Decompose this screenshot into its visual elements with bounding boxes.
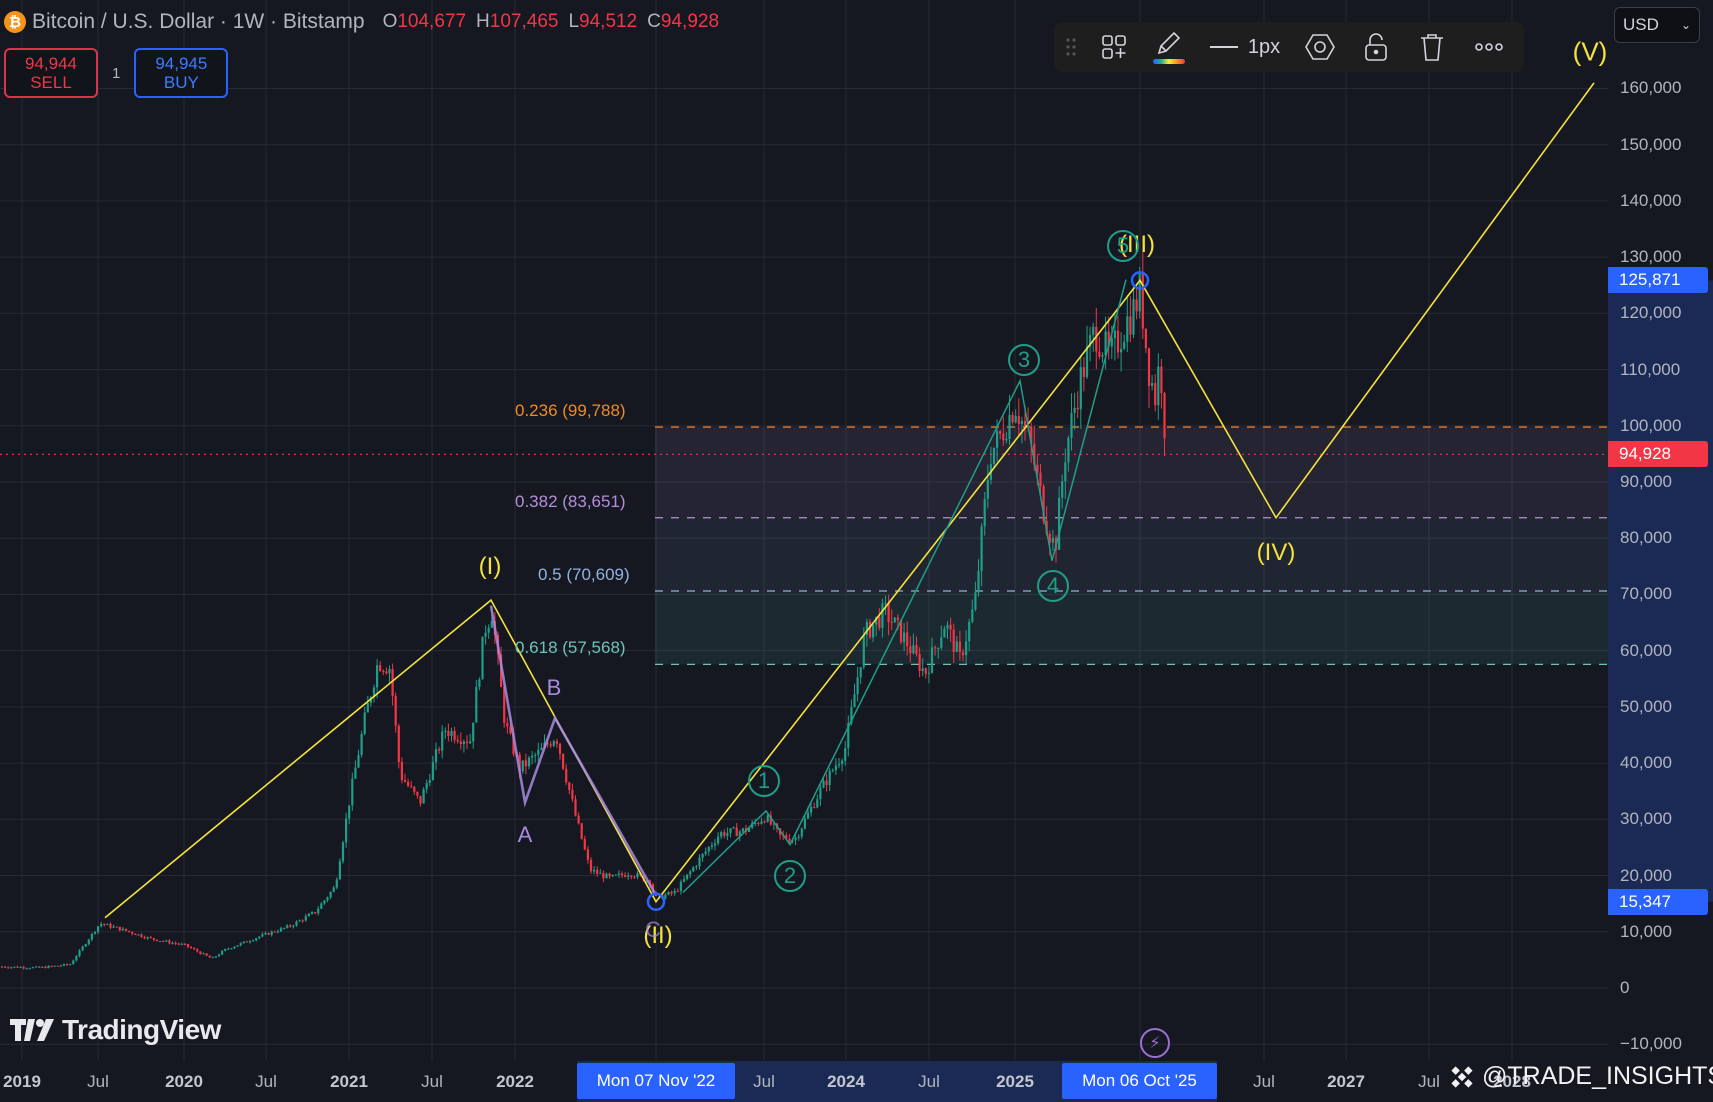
price-axis-label: 70,000 — [1620, 584, 1672, 604]
settings-hexagon-icon[interactable] — [1292, 22, 1348, 72]
wave-label-v: (V) — [1572, 36, 1608, 67]
trade-panel: 94,944 SELL 1 94,945 BUY — [4, 48, 229, 98]
buy-label: BUY — [163, 73, 199, 92]
pencil-icon — [1157, 31, 1181, 54]
time-axis-label: 2022 — [496, 1072, 534, 1091]
time-tag: Mon 06 Oct '25 — [1062, 1063, 1217, 1099]
low-value: 94,512 — [579, 11, 638, 32]
line-style-icon — [1209, 46, 1238, 48]
more-icon[interactable] — [1460, 22, 1518, 72]
open-key: O — [382, 11, 398, 32]
high-value: 107,465 — [489, 11, 559, 32]
time-axis-label: Jul — [1418, 1072, 1440, 1091]
price-axis-label: 130,000 — [1620, 247, 1682, 267]
price-axis-label: 30,000 — [1620, 809, 1672, 829]
fib-label-0-5: 0.5 (70,609) — [538, 565, 630, 584]
tradingview-logo-icon — [10, 1019, 54, 1041]
drag-handle-icon[interactable] — [1054, 22, 1088, 72]
price-axis-label: 50,000 — [1620, 696, 1672, 716]
price-axis-label: −10,000 — [1620, 1034, 1682, 1054]
sell-price: 94,944 — [25, 54, 77, 73]
price-axis-label: 90,000 — [1620, 472, 1672, 492]
unlock-icon[interactable] — [1348, 22, 1404, 72]
trade-quantity[interactable]: 1 — [112, 64, 121, 82]
time-axis-label: 2028 — [1493, 1072, 1531, 1091]
wave-label-a: A — [517, 822, 533, 847]
price-axis-label: 100,000 — [1620, 415, 1682, 435]
bitcoin-icon: ₿ — [4, 11, 26, 33]
sell-label: SELL — [30, 73, 72, 92]
wave-label-ii: (II) — [643, 922, 673, 949]
time-axis-label: 2021 — [330, 1072, 368, 1091]
ohlc-values: O104,677 H107,465 L94,512 C94,928 — [383, 11, 719, 33]
low-key: L — [568, 11, 580, 32]
time-axis-label: Jul — [87, 1072, 109, 1091]
price-axis-label: 80,000 — [1620, 528, 1672, 548]
time-axis-label: Jul — [753, 1072, 775, 1091]
fib-label-0-618: 0.618 (57,568) — [515, 638, 626, 657]
tradingview-logo: TradingView — [10, 1014, 221, 1046]
wave-label-5: 5 — [1107, 230, 1139, 262]
fib-label-0-236: 0.236 (99,788) — [515, 401, 626, 420]
watermark: @TRADE_INSIGHTS — [1448, 1062, 1713, 1091]
price-axis-label: 160,000 — [1620, 78, 1682, 98]
time-axis-label: Jul — [421, 1072, 443, 1091]
wave-label-1: 1 — [748, 765, 780, 797]
price-axis-label: 110,000 — [1620, 359, 1681, 379]
price-axis-label: 150,000 — [1620, 134, 1682, 154]
time-tag: Mon 07 Nov '22 — [577, 1063, 735, 1099]
symbol-title[interactable]: Bitcoin / U.S. Dollar · 1W · Bitstamp — [32, 10, 365, 33]
price-axis-label: 40,000 — [1620, 753, 1672, 773]
time-axis-label: 2025 — [996, 1072, 1034, 1091]
price-axis-label: 60,000 — [1620, 640, 1672, 660]
open-value: 104,677 — [397, 11, 467, 32]
color-swatch — [1153, 58, 1185, 64]
time-axis-label: 2019 — [3, 1072, 41, 1091]
price-axis-label: 0 — [1620, 978, 1630, 997]
price-tag: 94,928 — [1608, 441, 1708, 468]
wave-label-iv: (IV) — [1256, 539, 1296, 566]
close-key: C — [647, 11, 661, 32]
currency-select[interactable]: USD ⌄ — [1614, 7, 1700, 43]
price-axis-label: 20,000 — [1620, 865, 1672, 885]
price-tag: 15,347 — [1608, 888, 1708, 915]
price-axis-label: 120,000 — [1620, 303, 1682, 323]
time-axis-label: Jul — [918, 1072, 940, 1091]
price-axis-label: 10,000 — [1620, 921, 1672, 941]
wave-label-i: (I) — [478, 553, 502, 580]
wave-label-b: B — [546, 675, 562, 700]
time-axis-label: 2024 — [827, 1072, 865, 1091]
currency-value: USD — [1623, 15, 1659, 34]
object-tree-icon[interactable] — [1088, 22, 1140, 72]
time-axis-label: 2020 — [165, 1072, 203, 1091]
symbol-header: ₿ Bitcoin / U.S. Dollar · 1W · Bitstamp … — [4, 10, 719, 34]
wave-label-3: 3 — [1008, 344, 1040, 376]
price-axis-label: 140,000 — [1620, 190, 1682, 210]
drawing-toolbar: 1px — [1054, 22, 1524, 72]
binance-diamond-icon — [1451, 1065, 1473, 1088]
chevron-down-icon: ⌄ — [1680, 18, 1691, 32]
time-axis-label: Jul — [255, 1072, 277, 1091]
line-width-value: 1px — [1247, 35, 1281, 58]
close-value: 94,928 — [660, 11, 720, 32]
time-axis-label: 2027 — [1327, 1072, 1365, 1091]
wave-label-c: C — [645, 917, 661, 942]
pencil-color-button[interactable] — [1140, 22, 1198, 72]
high-key: H — [476, 11, 490, 32]
lightning-event-icon[interactable]: ⚡ — [1140, 1028, 1170, 1058]
tradingview-logo-text: TradingView — [62, 1014, 221, 1045]
sell-button[interactable]: 94,944 SELL — [4, 48, 98, 98]
line-width-button[interactable]: 1px — [1198, 22, 1292, 72]
price-tag: 125,871 — [1608, 267, 1708, 294]
trash-icon[interactable] — [1404, 22, 1460, 72]
time-axis-label: Jul — [1253, 1072, 1275, 1091]
wave-label-4: 4 — [1037, 570, 1069, 602]
buy-price: 94,945 — [155, 54, 208, 73]
fib-label-0-382: 0.382 (83,651) — [515, 492, 626, 511]
watermark-text: @TRADE_INSIGHTS — [1482, 1062, 1713, 1090]
buy-button[interactable]: 94,945 BUY — [134, 48, 229, 98]
wave-label-2: 2 — [774, 860, 806, 892]
